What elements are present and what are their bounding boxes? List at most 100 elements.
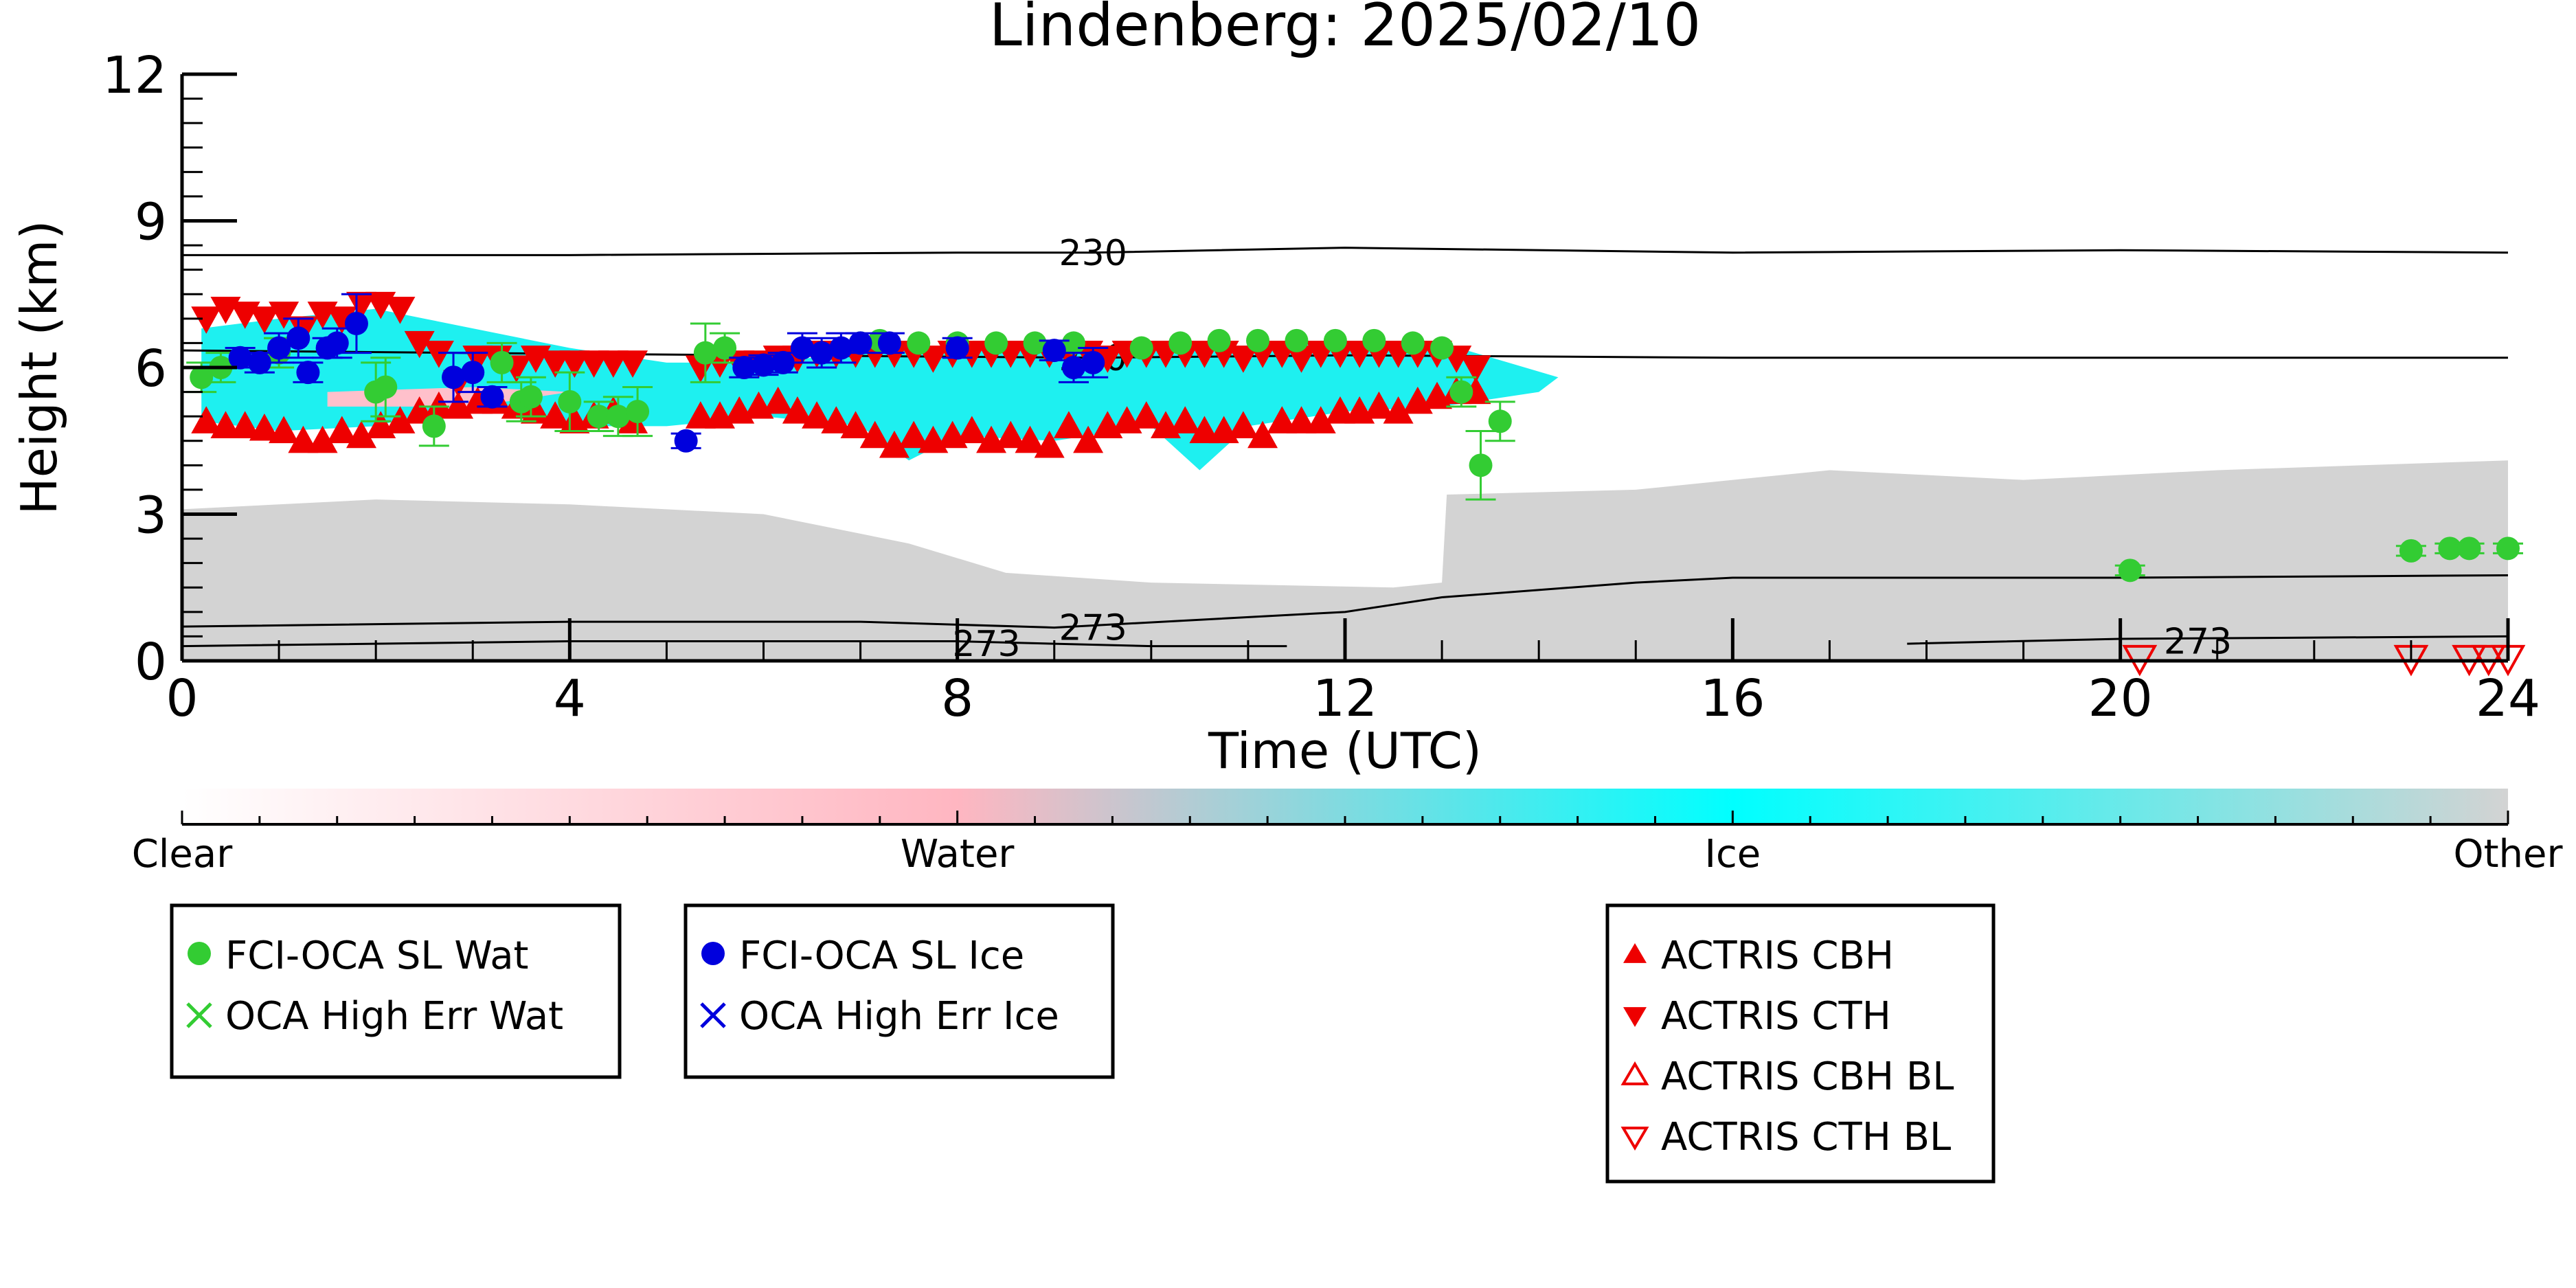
data-point	[1246, 328, 1270, 352]
x-tick-label: 8	[941, 669, 973, 728]
y-tick-label: 0	[135, 633, 167, 692]
data-point	[559, 350, 590, 378]
x-tick-label: 0	[166, 669, 198, 728]
legend-marker-triangle-down	[1623, 1007, 1647, 1027]
data-point	[859, 420, 890, 449]
data-point	[771, 350, 795, 374]
data-point	[840, 411, 871, 438]
data-point	[995, 420, 1026, 449]
data-point	[1449, 380, 1473, 404]
data-point	[1323, 328, 1347, 352]
data-point	[210, 411, 241, 438]
colorbar-labels: Clear Water Ice Other	[132, 832, 2564, 877]
legend-marker-x	[186, 1002, 212, 1028]
data-point	[918, 346, 949, 373]
data-point	[344, 311, 368, 335]
data-point	[286, 326, 310, 350]
data-point	[269, 302, 300, 329]
colorbar-ticks	[181, 811, 2509, 824]
data-point	[899, 420, 929, 449]
data-point	[326, 416, 357, 444]
data-point	[578, 350, 609, 378]
data-point	[1430, 336, 1454, 360]
data-point	[879, 430, 909, 458]
data-point	[1305, 406, 1336, 433]
data-point	[829, 336, 853, 360]
data-point	[1228, 346, 1258, 373]
legend-marker-triangle-up	[1623, 943, 1647, 963]
legend-marker-triangle-down-open	[1620, 1127, 1649, 1151]
legend-label: OCA High Err Ice	[739, 994, 1059, 1039]
contour-line	[182, 574, 2508, 629]
data-point	[1324, 396, 1355, 424]
data-point	[1015, 425, 1046, 453]
legend-label: FCI-OCA SL Ice	[739, 934, 1024, 978]
data-point	[1061, 356, 1085, 379]
chart-title: Lindenberg: 2025/02/10	[989, 0, 1701, 60]
data-point	[519, 385, 543, 409]
data-point	[810, 341, 834, 365]
data-point	[191, 406, 222, 433]
data-point	[2118, 558, 2142, 583]
y-ticks: 0 3 6 9 12	[102, 46, 237, 692]
data-point	[325, 331, 349, 355]
data-point	[1081, 350, 1105, 374]
data-point	[540, 350, 571, 378]
data-point	[346, 291, 377, 319]
data-point	[296, 361, 320, 385]
x-tick-label: 16	[1700, 669, 1765, 728]
data-point	[752, 353, 776, 377]
data-point	[267, 336, 291, 360]
data-point	[1383, 396, 1414, 424]
plot-area: 230250273273273	[182, 233, 2526, 677]
y-tick-label: 6	[135, 339, 167, 398]
data-point	[2496, 536, 2520, 561]
legend-box	[1605, 903, 1996, 1184]
data-point	[326, 306, 357, 334]
data-point	[907, 331, 931, 355]
data-point	[461, 361, 485, 385]
data-point	[490, 350, 514, 374]
data-point	[1023, 331, 1047, 355]
legend-label: ACTRIS CTH	[1661, 994, 1891, 1039]
data-point	[1364, 391, 1394, 419]
data-point	[762, 386, 793, 414]
x-tick-label: 4	[554, 669, 586, 728]
contour-label: 273	[1059, 608, 1127, 649]
data-point	[1286, 406, 1317, 433]
legend-marker-circle	[188, 942, 211, 965]
y-tick-label: 12	[102, 46, 167, 105]
data-point	[802, 401, 833, 429]
data-point	[848, 331, 872, 355]
legend-marker-triangle-up-open	[1620, 1061, 1649, 1085]
legend-box	[170, 903, 622, 1079]
data-point	[693, 341, 717, 365]
x-axis-label: Time (UTC)	[1208, 722, 1482, 780]
legend-label: FCI-OCA SL Wat	[225, 934, 529, 978]
data-point	[442, 365, 466, 389]
data-point	[877, 331, 901, 355]
data-point	[307, 425, 338, 453]
colorbar-label-clear: Clear	[132, 832, 233, 877]
data-point	[249, 306, 280, 334]
data-point	[288, 425, 319, 453]
data-point	[1189, 416, 1220, 444]
data-point	[269, 416, 300, 444]
x-tick-label: 12	[1313, 669, 1377, 728]
data-markers	[186, 291, 2526, 677]
data-point	[713, 336, 737, 360]
colorbar-label-water: Water	[901, 832, 1015, 877]
data-point	[956, 416, 987, 444]
data-point	[1460, 355, 1491, 383]
data-point	[385, 297, 416, 324]
data-point	[1170, 406, 1201, 433]
data-point	[606, 405, 630, 429]
colorbar-label-ice: Ice	[1704, 832, 1761, 877]
data-point	[1131, 401, 1162, 429]
data-point	[1129, 336, 1153, 360]
data-point	[1073, 425, 1104, 453]
x-tick-label: 24	[2476, 669, 2540, 728]
data-point	[1053, 411, 1084, 438]
data-point	[685, 401, 716, 429]
